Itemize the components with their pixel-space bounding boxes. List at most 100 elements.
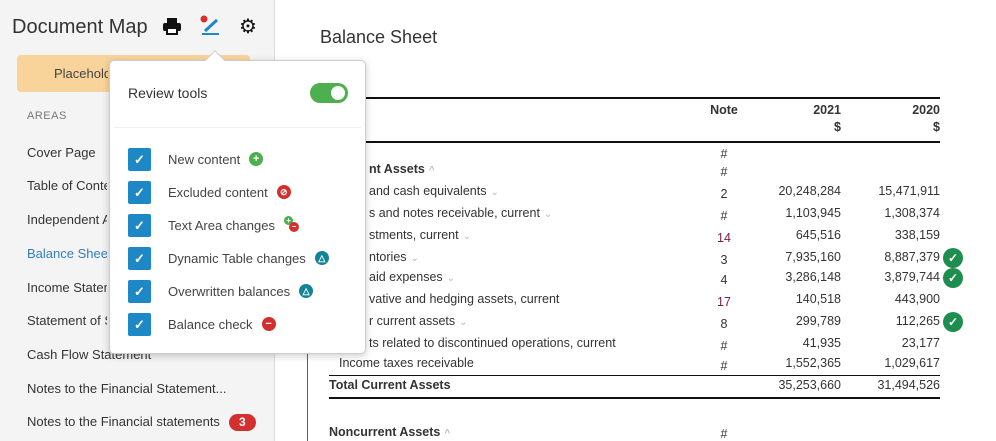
total-label: Total Current Assets: [329, 378, 451, 392]
sidebar-title: Document Map: [12, 16, 148, 38]
chevron-down-icon[interactable]: ⌄: [459, 317, 468, 328]
row-value-2020: 443,900: [894, 292, 940, 306]
row-note[interactable]: #: [720, 147, 728, 161]
divider: [329, 97, 940, 99]
triangle-icon: △: [290, 284, 314, 298]
balance-check-icon[interactable]: ✓: [943, 312, 963, 332]
option-label: Excluded content: [168, 184, 268, 200]
row-label-text: ntories: [369, 250, 407, 264]
row-label-text: ts related to discontinued operations, c…: [369, 336, 616, 350]
row-label: vative and hedging assets, current: [369, 292, 559, 306]
row-label-text: vative and hedging assets, current: [369, 292, 560, 306]
checkbox[interactable]: ✓: [128, 279, 151, 303]
row-note[interactable]: #: [720, 359, 728, 373]
placeholder-label: Placeholder: [54, 66, 108, 81]
row-value-2020: 338,159: [894, 228, 940, 242]
option-label: Balance check: [168, 316, 253, 332]
row-note[interactable]: 14: [717, 231, 731, 245]
review-option[interactable]: ✓ Excluded content ⊘: [128, 180, 291, 204]
row-note[interactable]: 8: [720, 317, 728, 331]
sidebar-item-table-of-contents[interactable]: Table of Contents: [27, 178, 107, 193]
note-header: Note: [710, 103, 738, 117]
print-icon[interactable]: [162, 17, 182, 35]
row-label: s and notes receivable, current ⌄: [369, 206, 552, 220]
sidebar-item-notes-2[interactable]: Notes to the Financial statements 3: [27, 414, 256, 431]
option-label: Dynamic Table changes: [168, 250, 306, 266]
divider: [329, 397, 940, 399]
row-label-text: and cash equivalents: [369, 184, 487, 198]
total-2021: 35,253,660: [778, 378, 841, 392]
row-note[interactable]: 2: [720, 187, 728, 201]
review-option[interactable]: ✓ Text Area changes + −: [128, 213, 299, 237]
row-note[interactable]: 4: [720, 273, 728, 287]
row-value-2020: 8,887,379: [884, 250, 940, 264]
row-note[interactable]: 17: [717, 295, 731, 309]
chevron-down-icon[interactable]: ⌄: [446, 273, 456, 284]
option-label: New content: [168, 151, 241, 167]
row-label: ts related to discontinued operations, c…: [369, 336, 616, 350]
chevron-down-icon[interactable]: ⌄: [410, 253, 419, 264]
currency-2021: $: [834, 120, 841, 134]
row-label: ntories ⌄: [369, 250, 419, 264]
row-label: nt Assets ^: [369, 162, 435, 176]
row-value-2021: 140,518: [795, 292, 841, 306]
chevron-down-icon[interactable]: ⌄: [543, 209, 553, 220]
sidebar-item-balance-sheet[interactable]: Balance Sheet: [27, 246, 107, 261]
sidebar-item-equity-statement[interactable]: Statement of Shareholders' Equity: [27, 313, 107, 328]
row-value-2021: 645,516: [795, 228, 841, 242]
chevron-down-icon[interactable]: ⌄: [462, 231, 472, 242]
chevron-down-icon[interactable]: ⌄: [490, 187, 499, 198]
sidebar-item-notes-1[interactable]: Notes to the Financial Statement...: [27, 381, 227, 396]
row-label: r current assets ⌄: [369, 314, 468, 328]
row-value-2020: 1,308,374: [884, 206, 940, 220]
sidebar-item-income-statement[interactable]: Income Statement: [27, 280, 107, 295]
divider: [307, 300, 308, 441]
triangle-icon: △: [306, 251, 329, 265]
row-value-2020: 1,029,617: [884, 356, 940, 370]
popup-title: Review tools: [128, 85, 208, 101]
gear-icon[interactable]: ⚙: [239, 16, 257, 38]
sidebar-item-cover-page[interactable]: Cover Page: [27, 145, 96, 160]
review-tools-toggle[interactable]: [310, 83, 348, 103]
row-label-text: nt Assets: [369, 162, 425, 176]
row-value-2021: 1,552,365: [785, 356, 841, 370]
balance-check-icon[interactable]: ✓: [943, 248, 963, 268]
review-pen-icon[interactable]: [198, 14, 222, 36]
row-value-2021: 3,286,148: [785, 270, 841, 284]
row-value-2021: 20,248,284: [778, 184, 841, 198]
sidebar-item-auditor-report[interactable]: Independent Auditor's Report: [27, 212, 107, 227]
chevron-up-icon[interactable]: ^: [444, 428, 451, 439]
count-badge: 3: [228, 414, 256, 431]
checkbox[interactable]: ✓: [128, 246, 151, 270]
row-note[interactable]: #: [720, 339, 728, 353]
checkbox[interactable]: ✓: [128, 312, 151, 336]
row-note[interactable]: 3: [720, 253, 728, 267]
row-note[interactable]: #: [720, 165, 728, 179]
row-value-2021: 1,103,945: [785, 206, 841, 220]
noncurrent-note: #: [720, 427, 728, 441]
row-value-2020: 23,177: [901, 336, 940, 350]
row-label-text: Income taxes receivable: [339, 356, 474, 370]
checkbox[interactable]: ✓: [128, 147, 151, 171]
row-value-2021: 41,935: [802, 336, 841, 350]
review-tools-popup: Review tools ✓ New content + ✓ Excluded cont…: [109, 60, 366, 354]
row-label: and cash equivalents ⌄: [369, 184, 499, 198]
row-note[interactable]: #: [720, 209, 728, 223]
balance-check-icon[interactable]: ✓: [943, 268, 963, 288]
checkbox[interactable]: ✓: [128, 213, 151, 237]
page-title: Balance Sheet: [320, 27, 438, 47]
divider: [329, 141, 940, 143]
review-option[interactable]: ✓ Balance check −: [128, 312, 276, 336]
row-value-2020: 112,265: [895, 314, 940, 328]
option-label: Overwritten balances: [168, 283, 291, 299]
noncurrent-header[interactable]: Noncurrent Assets ^: [329, 425, 450, 439]
chevron-up-icon[interactable]: ^: [428, 165, 435, 176]
review-option[interactable]: ✓ New content +: [128, 147, 264, 171]
review-option[interactable]: ✓ Dynamic Table changes △: [128, 246, 329, 270]
row-label: stments, current ⌄: [369, 228, 471, 242]
review-option[interactable]: ✓ Overwritten balances △: [128, 279, 314, 303]
checkbox[interactable]: ✓: [128, 180, 151, 204]
row-label-text: stments, current: [369, 228, 459, 242]
row-value-2020: 3,879,744: [884, 270, 940, 284]
eye-slash-icon: ⊘: [268, 185, 291, 199]
